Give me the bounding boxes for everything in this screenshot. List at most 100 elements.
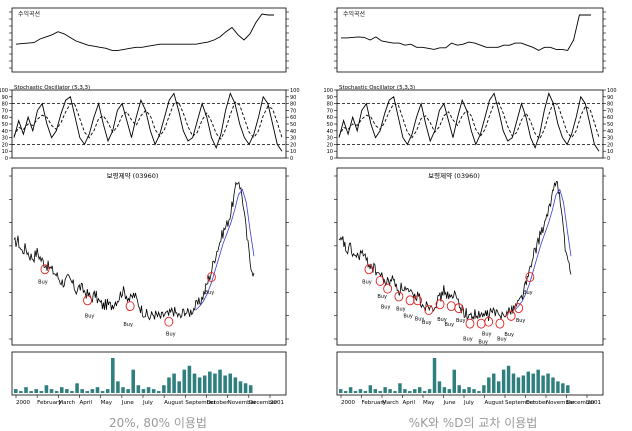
right-x-label: March [382, 400, 399, 406]
right-x-label: April [403, 400, 416, 406]
right-volume-bar [506, 365, 511, 393]
left-x-label: October [207, 400, 230, 406]
right-equity-line [341, 14, 591, 51]
right-stoch-ytick-label-left: 60 [327, 115, 333, 121]
right-x-label: February [362, 400, 387, 406]
left-stoch-ytick-label-right: 60 [290, 115, 296, 121]
left-x-label: August [164, 400, 184, 406]
right-stoch-ytick-label-right: 10 [607, 149, 613, 155]
left-stoch-ytick-label-right: 100 [290, 88, 300, 94]
left-volume-bar [49, 389, 54, 393]
right-volume-bar [393, 391, 397, 393]
right-volume-bar [348, 387, 353, 393]
left-volume-bar [172, 373, 176, 393]
right-buy-marker [405, 295, 415, 306]
left-stoch-ytick-label-right: 40 [290, 129, 296, 135]
right-x-label: July [463, 400, 475, 406]
right-volume-bar [447, 389, 452, 393]
right-stoch-ytick-label-left: 0 [330, 156, 333, 162]
left-stoch-ytick-label-right: 20 [290, 142, 296, 148]
left-stoch-k-line [13, 92, 283, 152]
left-volume-bar [233, 377, 238, 393]
left-volume-bar [95, 387, 100, 393]
left-buy-label: Buy [123, 322, 133, 328]
left-volume-bar [70, 391, 74, 393]
right-stoch-ytick-label-right: 0 [607, 156, 610, 162]
left-stoch-ytick-label-right: 0 [290, 156, 293, 162]
left-equity-title: 수익곡선 [18, 10, 40, 18]
left-price-frame [11, 167, 287, 346]
right-volume-frame [336, 351, 604, 396]
left-volume-bar [90, 389, 95, 393]
left-stoch-ytick-label-left: 90 [2, 95, 8, 101]
left-volume-bar [105, 389, 110, 393]
right-stoch-ytick-label-left: 100 [323, 88, 333, 94]
left-volume-bar [126, 389, 130, 393]
left-stoch-ytick-label-left: 0 [5, 156, 8, 162]
left-x-label: May [101, 400, 113, 406]
right-buy-label: Buy [437, 317, 447, 323]
right-volume-bar [378, 391, 382, 393]
right-volume-bar [437, 381, 442, 393]
right-equity-frame [336, 7, 604, 73]
left-volume-bar [65, 389, 69, 393]
left-x-label: November [228, 400, 257, 406]
right-stoch-ytick-label-left: 70 [327, 108, 333, 114]
right-volume-bar [477, 391, 481, 393]
right-volume-bar [413, 389, 417, 393]
right-x-label: June [443, 400, 457, 406]
right-stoch-ytick-label-left: 90 [327, 95, 333, 101]
right-buy-label: Buy [463, 337, 473, 343]
right-buy-marker [394, 291, 404, 302]
right-volume-bar [398, 383, 402, 393]
left-stoch-ytick-label-right: 70 [290, 108, 296, 114]
right-buy-marker [383, 283, 393, 294]
left-x-label: 2001 [270, 400, 284, 406]
left-stoch-ytick-label-left: 50 [2, 122, 8, 128]
left-volume-bar [44, 385, 49, 393]
left-x-label: December [249, 400, 278, 406]
left-stoch-ytick-label-left: 30 [2, 136, 8, 142]
left-price-title: 보령제약 (03960) [107, 171, 159, 180]
left-volume-bar [177, 381, 181, 393]
left-volume-bar [223, 375, 227, 393]
right-buy-label: Buy [396, 306, 406, 312]
right-stoch-ytick-label-left: 80 [327, 102, 333, 108]
left-volume-bar [187, 365, 192, 393]
right-buy-marker [476, 318, 486, 329]
left-stoch-ytick-label-right: 10 [290, 149, 296, 155]
right-equity-title: 수익곡선 [343, 10, 365, 18]
right-buy-label: Buy [497, 337, 507, 343]
left-buy-label: Buy [38, 279, 48, 285]
left-volume-bar [85, 391, 90, 393]
left-volume-bar [238, 381, 243, 393]
left-volume-bar [29, 391, 33, 393]
right-volume-bar [521, 375, 526, 393]
left-buy-label: Buy [205, 290, 215, 296]
right-price-title: 보령제약 (03960) [428, 171, 480, 180]
right-buy-marker [435, 299, 445, 310]
right-stoch-ytick-label-right: 50 [607, 122, 613, 128]
right-stoch-ytick-label-right: 40 [607, 129, 613, 135]
left-x-label: September [185, 400, 216, 406]
right-stoch-d-line [338, 101, 600, 140]
left-volume-bar [182, 369, 187, 393]
left-volume-bar [136, 385, 141, 393]
left-x-label: July [142, 400, 154, 406]
right-stoch-ytick-label-right: 20 [607, 142, 613, 148]
left-equity-frame [11, 7, 287, 73]
left-volume-bar [146, 387, 151, 393]
right-buy-marker [484, 316, 494, 327]
left-volume-bar [131, 369, 136, 393]
right-volume-bar [358, 389, 363, 393]
left-buy-marker [206, 272, 216, 283]
right-stoch-ytick-label-right: 30 [607, 136, 613, 142]
right-buy-marker [446, 301, 456, 312]
right-buy-marker [525, 272, 535, 283]
right-buy-label: Buy [482, 332, 492, 338]
right-price-line [338, 180, 572, 321]
left-volume-bar [228, 373, 233, 393]
left-panel-caption: 20%, 80% 이용법 [109, 416, 207, 430]
left-volume-bar [116, 381, 120, 393]
